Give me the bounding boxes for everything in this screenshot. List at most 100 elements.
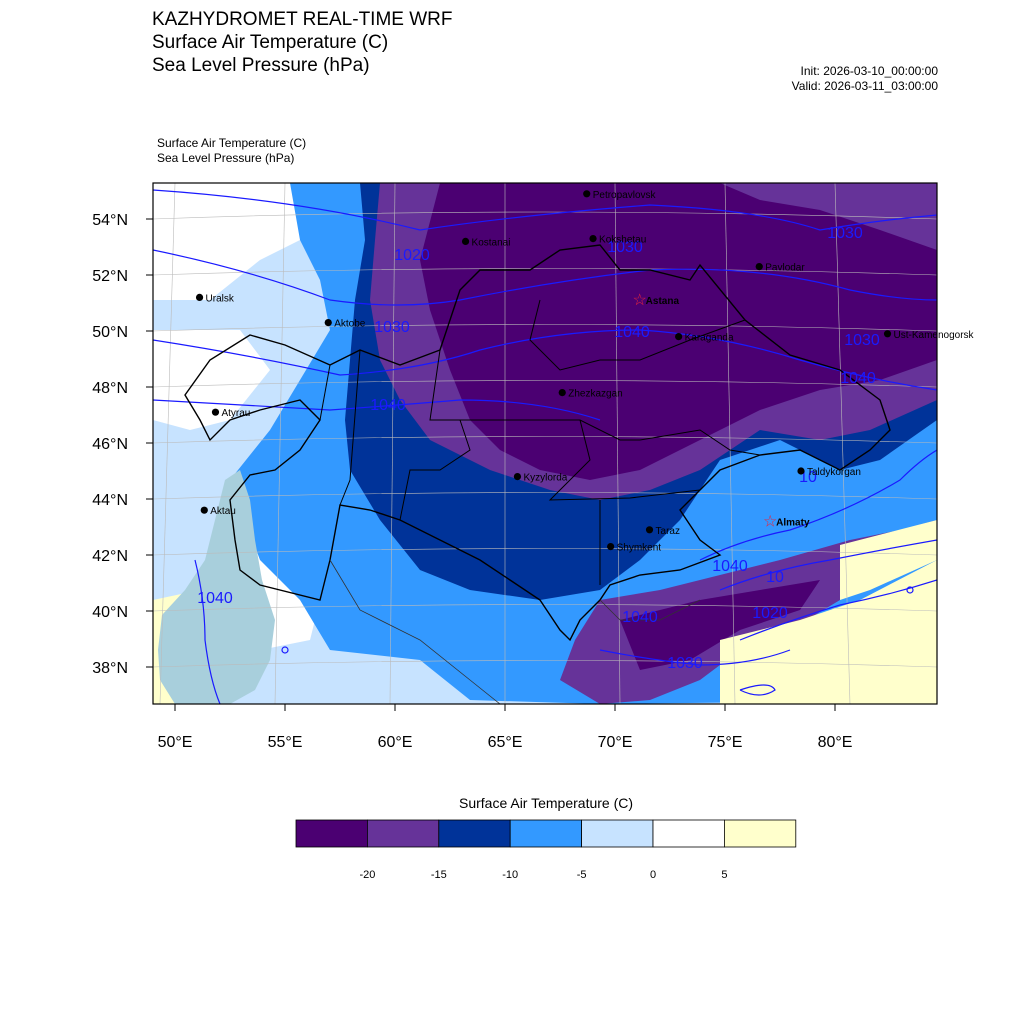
colorbar-tick-label: -15 [431, 869, 447, 881]
isobar-label: 1030 [374, 319, 410, 336]
init-time: Init: 2026-03-10_00:00:00 [800, 64, 938, 78]
colorbar-tick-label: -20 [359, 869, 375, 881]
figure-variable-temperature: Surface Air Temperature (C) [152, 32, 389, 53]
city-marker [195, 293, 204, 301]
lon-label: 50°E [158, 734, 193, 751]
city-label: Kokshetau [599, 235, 646, 246]
city-label: Shymkent [617, 543, 662, 554]
colorbar-swatch [581, 819, 654, 848]
isobar-label: 1030 [844, 332, 880, 349]
city-marker [607, 543, 615, 551]
isobars [153, 189, 937, 704]
city-label: Aktau [210, 506, 236, 517]
isobar-label: 1040 [840, 370, 876, 387]
lat-label: 40°N [92, 604, 128, 621]
city-label: Ust-Kamenogorsk [894, 330, 975, 341]
city-label: Karaganda [685, 333, 734, 344]
colorbar-tick-label: -10 [502, 869, 518, 881]
city-label: Pavlodar [765, 263, 805, 274]
lat-label: 46°N [92, 436, 128, 453]
colorbar-swatch [366, 819, 440, 848]
colorbar-tick-label: -5 [577, 869, 587, 881]
isobar-label: 1030 [827, 225, 863, 242]
temp-band-0-5-northwest [153, 183, 330, 300]
isobar-label: 1040 [370, 397, 406, 414]
colorbar-swatch [438, 819, 511, 848]
isobar-label: 1030 [607, 239, 643, 256]
city-marker [755, 263, 763, 271]
city-marker [513, 473, 522, 481]
country-border [184, 244, 891, 642]
city-label: Aktobe [334, 319, 366, 330]
lon-label: 75°E [708, 734, 743, 751]
lon-label: 65°E [488, 734, 523, 751]
city-marker [645, 526, 654, 534]
city-label: Atyrau [221, 408, 250, 419]
figure-title: KAZHYDROMET REAL-TIME WRF [152, 9, 453, 30]
isobar-label: 1040 [712, 558, 748, 575]
lon-label: 55°E [268, 734, 303, 751]
isobar-label: 1040 [197, 590, 233, 607]
colorbar-title: Surface Air Temperature (C) [458, 795, 634, 811]
colorbar-tick-label: 5 [721, 869, 727, 881]
city-marker [883, 330, 892, 338]
city-label: Petropavlovsk [593, 190, 657, 201]
lon-label: 70°E [598, 734, 633, 751]
city-marker [200, 506, 208, 514]
lat-labels: 54°N 52°N 50°N 48°N 46°N 44°N 42°N 40°N … [92, 212, 128, 677]
lat-label: 50°N [92, 324, 128, 341]
lat-label: 42°N [92, 548, 128, 565]
isobar-label: 10 [766, 569, 784, 586]
plot-subtitle: Surface Air Temperature (C) Sea Level Pr… [157, 136, 306, 166]
run-times: Init: 2026-03-10_00:00:00 Valid: 2026-03… [792, 64, 938, 94]
subtitle-pressure: Sea Level Pressure (hPa) [157, 151, 295, 165]
colorbar-swatch [652, 819, 725, 848]
capital-star-icon: ☆ [633, 292, 647, 309]
lat-label: 52°N [92, 268, 128, 285]
city-markers: Petropavlovsk Kostanai Kokshetau Pavlodar Ur… [195, 190, 975, 554]
city-label: Kostanai [472, 237, 511, 248]
lon-ticks [174, 704, 836, 711]
temp-band-mountains-cold [620, 580, 820, 670]
graticule [153, 183, 937, 704]
lat-label: 38°N [92, 660, 128, 677]
colorbar-swatch [295, 819, 368, 848]
city-marker [324, 319, 332, 327]
region-borders [319, 299, 761, 585]
city-marker [589, 235, 597, 243]
caspian-sea [158, 470, 275, 704]
isobar-label: 1040 [614, 324, 650, 341]
city-label: Uralsk [206, 293, 235, 304]
city-marker [558, 389, 566, 397]
colorbar-swatch [724, 819, 797, 848]
lon-label: 80°E [818, 734, 853, 751]
temperature-field [153, 183, 937, 704]
lon-label: 60°E [378, 734, 413, 751]
capital-star-icon: ☆ [763, 513, 777, 530]
city-marker [583, 190, 591, 198]
city-marker [461, 237, 470, 245]
city-label: Kyzylorda [523, 473, 567, 484]
subtitle-temperature: Surface Air Temperature (C) [157, 136, 307, 150]
city-marker [675, 333, 683, 341]
city-label: Taraz [656, 526, 680, 537]
city-label: Almaty [776, 517, 810, 528]
city-marker [797, 467, 805, 475]
figure-title-block: KAZHYDROMET REAL-TIME WRF Surface Air Te… [152, 8, 453, 77]
figure-variable-pressure: Sea Level Pressure (hPa) [152, 55, 370, 76]
isobar-label: 1030 [667, 655, 703, 672]
lat-label: 54°N [92, 212, 128, 229]
city-label: Taldykorgan [807, 467, 861, 478]
valid-time: Valid: 2026-03-11_03:00:00 [791, 79, 938, 93]
colorbar: -20 -15 -10 -5 0 5 [295, 819, 797, 881]
temp-band-m20-m15-northeast [720, 183, 937, 250]
colorbar-tick-label: 0 [650, 869, 656, 881]
isobar-label: 1020 [752, 605, 788, 622]
temp-band-gt-5-east [840, 520, 937, 600]
isobar-labels: 1020 1030 1030 1040 1040 1040 1030 1030 … [197, 225, 880, 672]
lon-labels: 50°E 55°E 60°E 65°E 70°E 75°E 80°E [158, 734, 853, 751]
lat-ticks [146, 218, 153, 668]
colorbar-swatch [509, 819, 583, 848]
city-label: Zhezkazgan [568, 389, 622, 400]
